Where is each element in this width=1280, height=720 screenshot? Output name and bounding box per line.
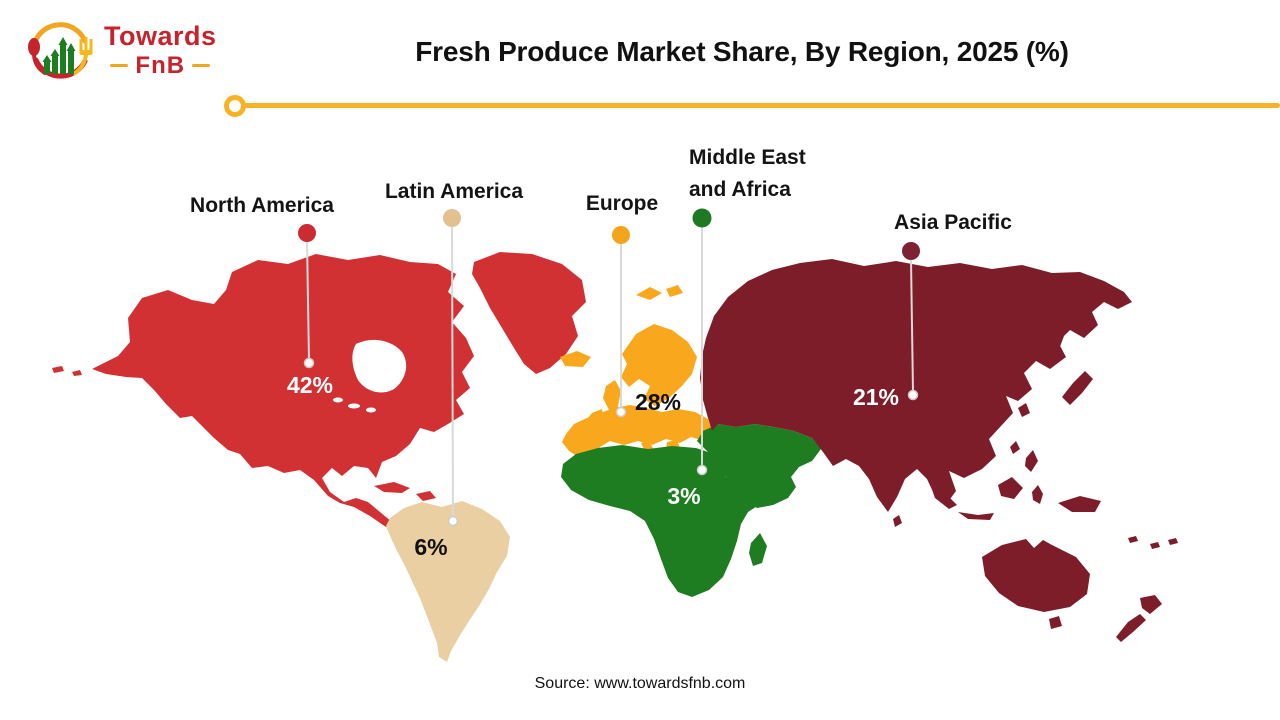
growth-bars-icon xyxy=(42,37,76,74)
leader-middle-east-africa xyxy=(692,208,712,476)
source-line: Source: www.towardsfnb.com xyxy=(534,675,746,692)
value-europe: 28% xyxy=(634,389,682,415)
value-latin-america: 6% xyxy=(414,534,448,560)
leader-europe xyxy=(612,226,630,418)
label-north-america: North America xyxy=(190,194,334,217)
leader-asia-pacific xyxy=(902,242,920,401)
brand-logo-icon xyxy=(28,22,93,79)
logo-fork-arc xyxy=(32,22,88,45)
marker-dot-asia-pacific xyxy=(902,242,920,260)
label-europe: Europe xyxy=(585,192,659,215)
leader-endpoint-europe xyxy=(615,406,627,418)
marker-dot-middle-east-africa xyxy=(692,208,712,228)
spoon-icon xyxy=(28,38,47,75)
label-latin-america: Latin America xyxy=(384,180,524,203)
region-europe-shape xyxy=(560,285,712,465)
leader-endpoint-asia-pacific xyxy=(907,389,919,401)
marker-dot-europe xyxy=(612,226,630,244)
region-north-america-shape xyxy=(52,252,586,530)
brand-name: Towards xyxy=(104,20,217,51)
leader-endpoint-latin-america xyxy=(447,515,459,527)
divider-line xyxy=(243,103,1280,108)
page-title: Fresh Produce Market Share, By Region, 2… xyxy=(415,36,1069,67)
label-middle-east-africa: Middle East and Africa xyxy=(689,142,806,205)
region-middle-east-africa-shape xyxy=(561,424,821,597)
marker-dot-latin-america xyxy=(443,209,461,227)
value-middle-east-africa: 3% xyxy=(667,483,701,509)
leader-endpoint-north-america xyxy=(303,357,315,369)
logo-right-dash xyxy=(192,64,211,67)
value-asia-pacific: 21% xyxy=(852,384,900,410)
logo-left-dash xyxy=(110,64,129,67)
label-middle-east-africa-line2: and Africa xyxy=(689,177,791,201)
region-asia-pacific-shape xyxy=(700,259,1178,642)
leader-north-america xyxy=(298,224,316,369)
label-middle-east-africa-line1: Middle East xyxy=(689,146,806,169)
brand-logo-text: Towards FnB xyxy=(104,20,217,79)
leader-endpoint-middle-east-africa xyxy=(696,464,708,476)
brand-logo: Towards FnB xyxy=(24,14,217,86)
great-lakes xyxy=(333,397,376,413)
label-asia-pacific: Asia Pacific xyxy=(894,211,1012,234)
leader-latin-america xyxy=(443,209,461,527)
brand-subname: FnB xyxy=(135,51,186,79)
region-latin-america-shape xyxy=(386,501,510,662)
value-north-america: 42% xyxy=(286,372,334,398)
marker-dot-north-america xyxy=(298,224,316,242)
fork-icon xyxy=(73,37,93,75)
